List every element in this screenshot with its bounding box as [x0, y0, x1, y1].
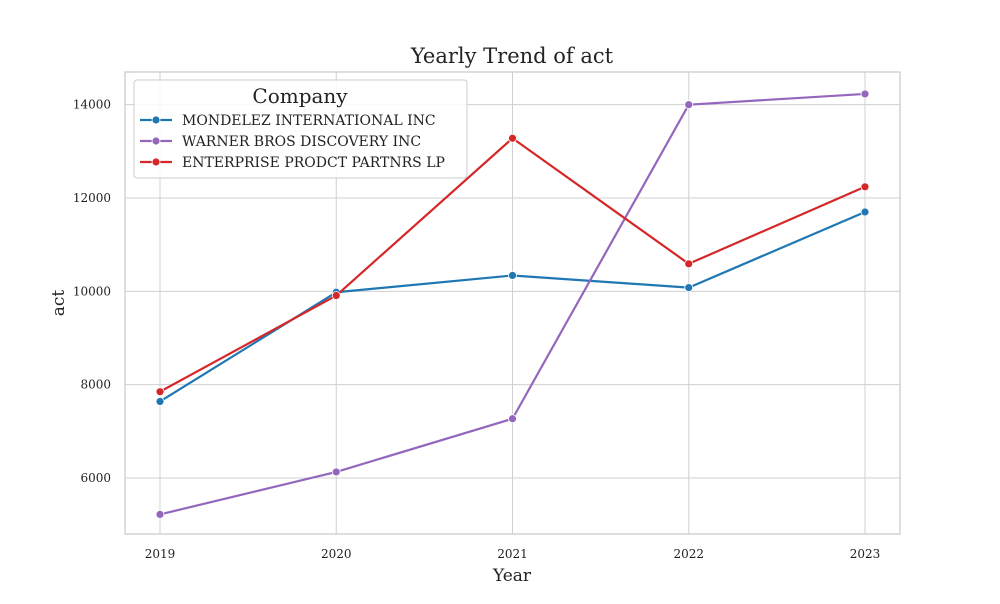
legend-marker	[151, 136, 161, 146]
x-tick-label: 2022	[673, 547, 704, 561]
data-point	[331, 291, 341, 300]
data-point	[860, 182, 870, 192]
data-point	[155, 387, 165, 397]
data-point	[684, 259, 694, 269]
data-point	[860, 207, 870, 217]
y-tick-label: 12000	[73, 191, 111, 205]
data-point	[155, 510, 165, 519]
data-point	[331, 467, 341, 477]
tick-labels: 2019 2020 2021 2022 2023 6000 8000 10000 12000 14…	[73, 98, 880, 561]
data-point	[684, 100, 694, 110]
x-tick-label: 2020	[321, 547, 352, 561]
x-tick-label: 2023	[850, 547, 881, 561]
y-tick-label: 10000	[73, 284, 111, 298]
data-point	[508, 414, 517, 424]
y-tick-label: 14000	[73, 98, 111, 112]
legend-box	[133, 79, 468, 179]
legend-marker	[151, 157, 161, 167]
series-layer	[155, 89, 870, 519]
y-tick-label: 8000	[80, 378, 111, 392]
data-point	[508, 271, 517, 280]
y-tick-label: 6000	[80, 471, 111, 485]
legend-label: MONDELEZ INTERNATIONAL INC	[182, 113, 436, 129]
legend-label: WARNER BROS DISCOVERY INC	[182, 134, 421, 150]
x-tick-label: 2019	[145, 547, 176, 561]
data-point	[155, 397, 165, 406]
legend-title: Company	[252, 84, 348, 108]
data-point	[508, 133, 517, 143]
plot-frame	[124, 71, 901, 535]
legend-label: ENTERPRISE PRODCT PARTNRS LP	[182, 155, 445, 171]
y-axis-label: act	[49, 290, 69, 317]
x-axis-label: Year	[492, 566, 532, 586]
legend: Company MONDELEZ INTERNATIONAL INC WARNER…	[133, 79, 468, 179]
chart-title: Yearly Trend of act	[410, 44, 614, 68]
data-point	[860, 89, 870, 99]
x-tick-label: 2021	[497, 547, 528, 561]
data-point	[684, 283, 694, 293]
legend-marker	[151, 115, 161, 125]
legend-entries: MONDELEZ INTERNATIONAL INC WARNER BROS DI…	[140, 113, 445, 171]
